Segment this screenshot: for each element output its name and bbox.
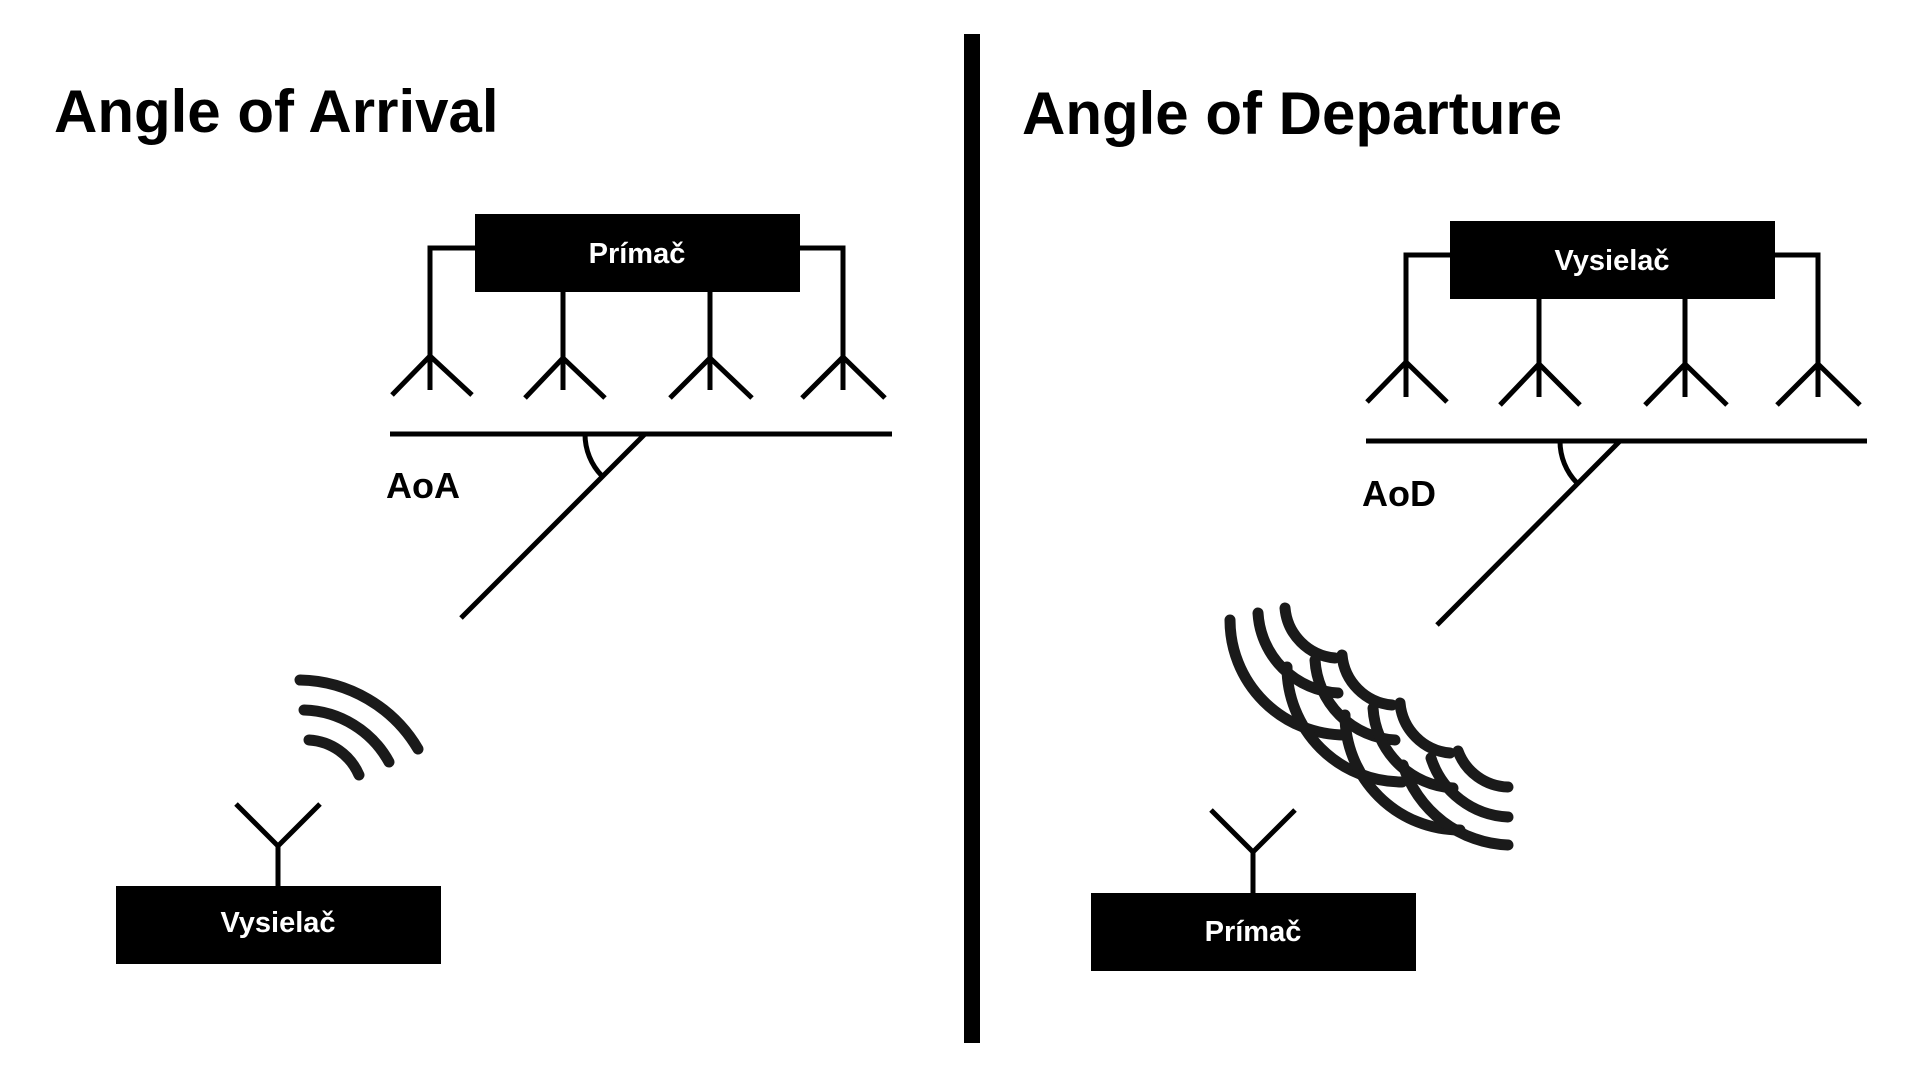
right-departure-ray xyxy=(1435,439,1622,627)
right-panel: Angle of Departure Vysielač AoD xyxy=(1022,80,1867,971)
right-single-unit: Prímač xyxy=(1091,808,1416,971)
right-signal-waves-icon xyxy=(1224,602,1514,851)
left-array-box-label: Prímač xyxy=(589,238,686,270)
panel-divider xyxy=(964,34,980,1043)
right-array-unit: Vysielač AoD xyxy=(1362,221,1867,627)
left-array-feed-lines xyxy=(427,245,846,390)
right-array-feed-lines xyxy=(1403,252,1821,397)
left-array-antenna-icon xyxy=(390,352,887,400)
right-angle-label: AoD xyxy=(1362,473,1436,514)
right-angle-arc xyxy=(1557,440,1579,485)
left-angle-label: AoA xyxy=(386,465,460,506)
right-single-box-label: Prímač xyxy=(1205,916,1302,948)
left-single-box-label: Vysielač xyxy=(220,907,335,939)
left-panel-title: Angle of Arrival xyxy=(54,78,499,145)
right-array-box xyxy=(1450,221,1775,299)
right-single-box xyxy=(1091,893,1416,971)
right-array-antenna-icon xyxy=(1365,358,1862,407)
left-array-box xyxy=(475,214,800,292)
left-angle-arc xyxy=(582,433,604,478)
right-array-box-label: Vysielač xyxy=(1554,245,1669,277)
left-single-box xyxy=(116,886,441,964)
left-panel: Angle of Arrival Prímač xyxy=(54,78,892,964)
right-single-antenna-icon xyxy=(1209,808,1297,893)
left-single-unit: Vysielač xyxy=(116,802,441,964)
right-panel-title: Angle of Departure xyxy=(1022,80,1562,147)
left-arrival-ray xyxy=(459,432,647,620)
left-array-unit: Prímač AoA xyxy=(386,214,892,620)
left-single-antenna-icon xyxy=(234,802,322,886)
left-signal-waves-icon xyxy=(294,674,424,781)
